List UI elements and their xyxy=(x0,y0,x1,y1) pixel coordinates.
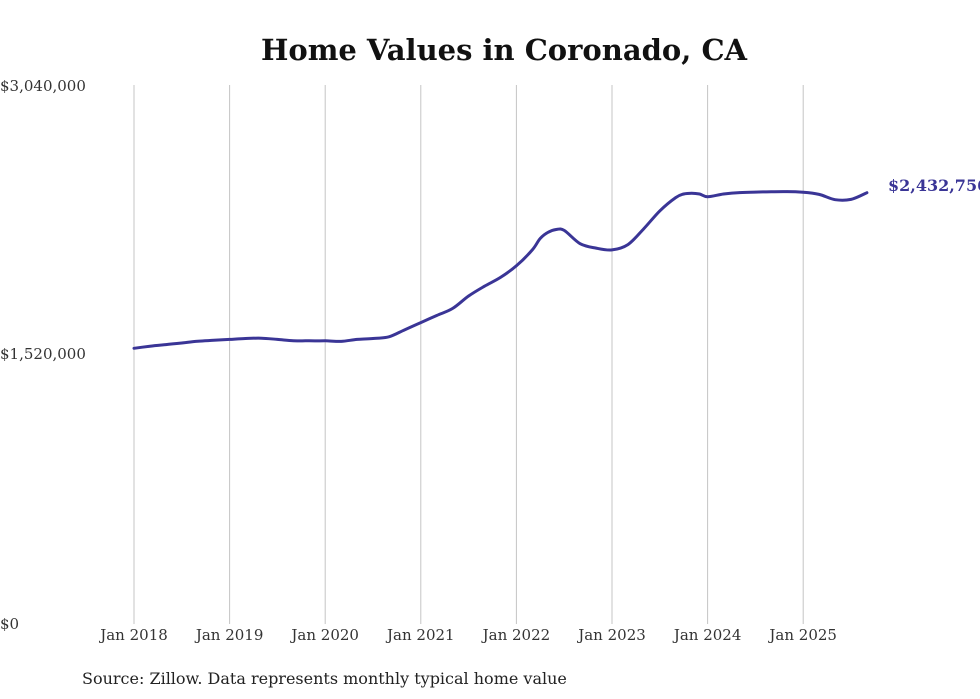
data-point-2020-09 xyxy=(387,335,391,338)
data-point-2019-11 xyxy=(308,339,311,342)
data-point-2024-03 xyxy=(722,192,725,196)
y-tick-label-mid: $1,520,000 xyxy=(0,345,86,363)
data-point-2018-09 xyxy=(196,340,199,343)
data-point-2018-03 xyxy=(148,345,152,348)
data-point-2021-09 xyxy=(483,285,486,288)
data-point-2022-09 xyxy=(578,242,582,245)
x-axis-tick-labels: Jan 2018 Jan 2019 Jan 2020 Jan 2021 Jan 2022… xyxy=(98,626,837,644)
data-point-2021-03 xyxy=(435,314,438,317)
data-point-2018-01 xyxy=(132,347,136,350)
chart-title: Home Values in Coronado, CA xyxy=(261,33,748,67)
x-tick-label-2021-01: Jan 2021 xyxy=(385,626,455,644)
data-point-2025-07 xyxy=(849,198,853,201)
data-point-2021-01 xyxy=(419,321,422,324)
x-tick-label-2020-01: Jan 2020 xyxy=(289,626,359,644)
x-tick-label-2023-01: Jan 2023 xyxy=(576,626,646,644)
data-point-2023-12 xyxy=(698,192,701,196)
data-point-2019-07 xyxy=(276,338,279,341)
data-point-2022-05 xyxy=(547,231,550,234)
data-point-2022-11 xyxy=(594,246,598,250)
data-point-2019-09 xyxy=(292,339,295,342)
data-point-2021-11 xyxy=(499,276,502,279)
x-tick-label-2025-01: Jan 2025 xyxy=(767,626,837,644)
x-tick-label-2024-01: Jan 2024 xyxy=(672,626,742,644)
data-point-2020-11 xyxy=(403,328,407,331)
y-tick-label-top: $3,040,000 xyxy=(0,77,86,95)
source-note: Source: Zillow. Data represents monthly … xyxy=(82,669,567,688)
data-point-2023-03 xyxy=(626,243,630,246)
data-point-2019-03 xyxy=(244,337,247,340)
y-tick-label-bottom: $0 xyxy=(0,615,19,633)
data-point-2020-05 xyxy=(355,338,359,341)
data-point-2024-09 xyxy=(770,190,773,193)
data-point-2024-05 xyxy=(738,191,741,194)
data-point-2025-09 xyxy=(865,191,869,194)
data-point-2018-11 xyxy=(212,339,215,342)
x-tick-label-2022-01: Jan 2022 xyxy=(481,626,551,644)
data-point-2021-05 xyxy=(451,307,454,310)
data-point-2018-07 xyxy=(180,341,183,345)
last-value-label: $2,432,756 xyxy=(888,176,980,195)
data-point-2025-03 xyxy=(817,193,821,196)
data-point-2022-04 xyxy=(539,237,542,240)
x-tick-label-2019-01: Jan 2019 xyxy=(194,626,264,644)
data-point-2023-01 xyxy=(610,248,614,252)
data-point-2022-03 xyxy=(531,248,534,252)
data-point-2024-11 xyxy=(786,190,789,193)
data-point-2020-03 xyxy=(339,340,343,343)
data-point-2020-07 xyxy=(371,337,375,340)
vertical-gridlines xyxy=(133,85,804,624)
data-point-2023-07 xyxy=(658,209,661,213)
data-point-2022-01 xyxy=(515,264,518,267)
data-point-2024-07 xyxy=(754,190,757,194)
data-point-2018-05 xyxy=(164,343,168,346)
data-point-2019-05 xyxy=(260,337,263,340)
data-point-2019-01 xyxy=(228,338,231,341)
data-point-2023-09 xyxy=(674,196,677,199)
data-point-2024-01 xyxy=(706,195,709,198)
data-point-2020-01 xyxy=(324,339,327,342)
x-tick-label-2018-01: Jan 2018 xyxy=(98,626,168,644)
data-point-2021-07 xyxy=(467,294,470,298)
data-point-2023-10 xyxy=(682,192,685,196)
data-point-2022-06 xyxy=(555,228,558,231)
data-point-2025-01 xyxy=(802,191,805,194)
data-point-2023-05 xyxy=(642,227,646,230)
data-point-2025-05 xyxy=(833,198,837,201)
data-point-2023-11 xyxy=(690,192,693,195)
series-layer xyxy=(132,190,869,350)
series-line-0 xyxy=(132,190,869,350)
data-point-2022-07 xyxy=(563,229,566,232)
